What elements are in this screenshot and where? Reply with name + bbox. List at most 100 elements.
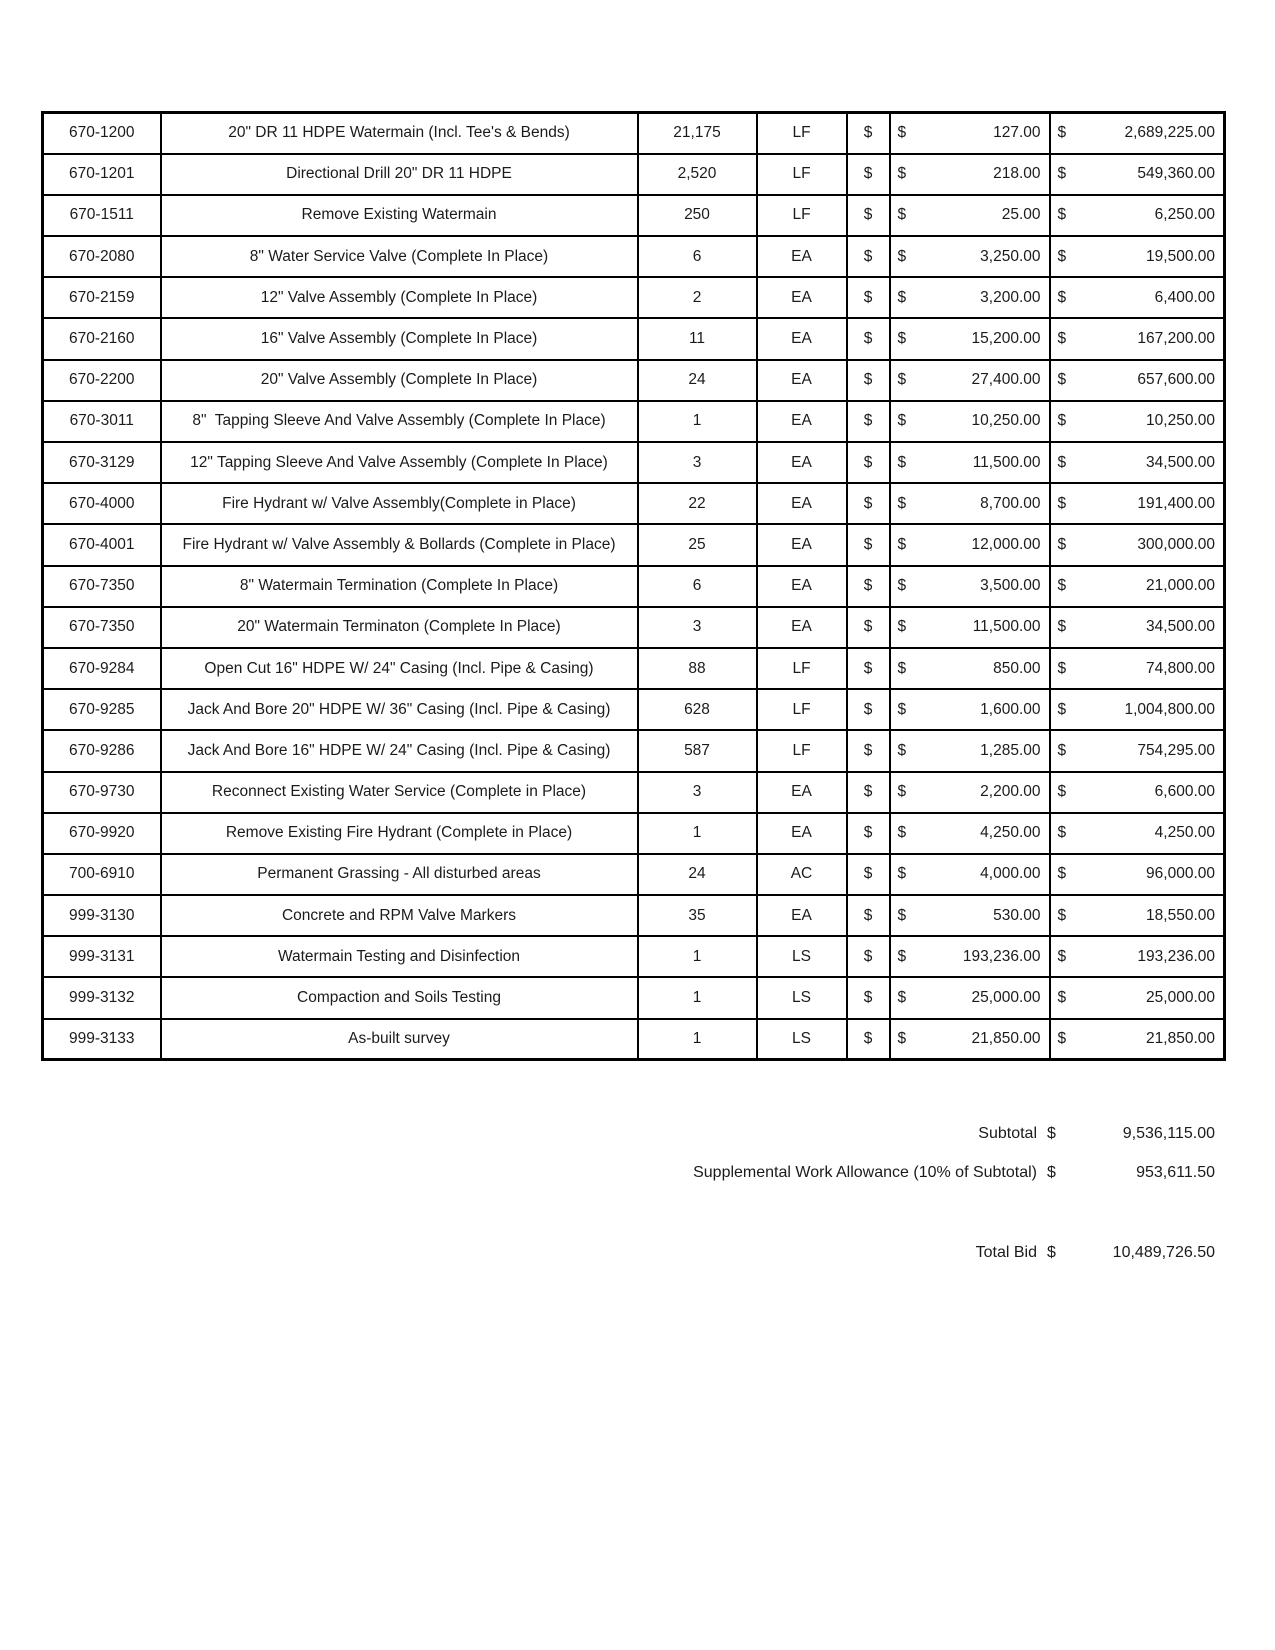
line-total-value: 4,250.00 — [1154, 824, 1215, 842]
unit-price-cell: $ 193,236.00 — [888, 935, 1051, 979]
unit-price-cell: $ 4,000.00 — [888, 852, 1051, 897]
dollar-sign: $ — [897, 783, 907, 801]
item-code-cell: 670-2080 — [41, 235, 162, 279]
item-code-cell: 670-9285 — [41, 688, 162, 732]
bid-table-row: 670-2159 12" Valve Assembly (Complete In… — [41, 276, 1226, 320]
unit-price-value: 10,250.00 — [971, 412, 1041, 430]
bid-table-row: 670-2200 20" Valve Assembly (Complete In… — [41, 358, 1226, 402]
line-total-cell: $ 2,689,225.00 — [1048, 111, 1226, 155]
item-code-cell: 670-9284 — [41, 646, 162, 691]
supplemental-allowance-label: Supplemental Work Allowance (10% of Subt… — [693, 1164, 1037, 1181]
unit-price-cell: $ 25.00 — [888, 193, 1051, 238]
item-code-cell: 670-3129 — [41, 440, 162, 485]
bid-table-row: 670-9920 Remove Existing Fire Hydrant (C… — [41, 811, 1226, 855]
item-code-cell: 670-7350 — [41, 605, 162, 649]
currency-only-cell: $ — [845, 564, 891, 608]
item-quantity-cell: 22 — [636, 482, 758, 526]
item-description-cell: Permanent Grassing - All disturbed areas — [159, 852, 639, 897]
subtotal-line: Subtotal $ 9,536,115.00 — [978, 1121, 1215, 1147]
item-quantity-cell: 587 — [636, 729, 758, 773]
subtotal-label: Subtotal — [978, 1125, 1037, 1142]
bid-table-row: 999-3131 Watermain Testing and Disinfect… — [41, 935, 1226, 979]
item-unit-cell: LF — [755, 688, 848, 732]
item-unit-cell: LF — [755, 193, 848, 238]
bid-table-row: 670-4000 Fire Hydrant w/ Valve Assembly(… — [41, 482, 1226, 526]
bid-table-row: 700-6910 Permanent Grassing - All distur… — [41, 852, 1226, 897]
supplemental-allowance-line: Supplemental Work Allowance (10% of Subt… — [693, 1160, 1215, 1186]
line-total-cell: $ 18,550.00 — [1048, 894, 1226, 938]
item-unit-cell: EA — [755, 399, 848, 444]
item-description-cell: 12" Tapping Sleeve And Valve Assembly (C… — [159, 440, 639, 485]
dollar-sign: $ — [1047, 1244, 1056, 1261]
currency-only-cell: $ — [845, 399, 891, 444]
line-total-value: 10,250.00 — [1146, 412, 1215, 430]
unit-price-cell: $ 1,600.00 — [888, 688, 1051, 732]
line-total-cell: $ 6,400.00 — [1048, 276, 1226, 320]
unit-price-cell: $ 10,250.00 — [888, 399, 1051, 444]
item-quantity-cell: 2,520 — [636, 152, 758, 196]
dollar-sign: $ — [1057, 494, 1067, 512]
dollar-sign: $ — [1057, 288, 1067, 306]
item-unit-cell: AC — [755, 852, 848, 897]
line-total-cell: $ 754,295.00 — [1048, 729, 1226, 773]
bid-table-row: 670-1201 Directional Drill 20" DR 11 HDP… — [41, 152, 1226, 196]
dollar-sign: $ — [1057, 124, 1067, 142]
currency-only-cell: $ — [845, 358, 891, 402]
dollar-sign: $ — [1057, 824, 1067, 842]
line-total-cell: $ 657,600.00 — [1048, 358, 1226, 402]
item-code-cell: 670-9920 — [41, 811, 162, 855]
currency-only-cell: $ — [845, 523, 891, 567]
item-code-cell: 670-2200 — [41, 358, 162, 402]
unit-price-value: 27,400.00 — [971, 371, 1041, 389]
line-total-cell: $ 191,400.00 — [1048, 482, 1226, 526]
bid-table-row: 670-9285 Jack And Bore 20" HDPE W/ 36" C… — [41, 688, 1226, 732]
currency-only-cell: $ — [845, 894, 891, 938]
currency-only-cell: $ — [845, 111, 891, 155]
currency-only-cell: $ — [845, 811, 891, 855]
currency-only-cell: $ — [845, 605, 891, 649]
dollar-sign: $ — [1057, 206, 1067, 224]
unit-price-value: 15,200.00 — [971, 330, 1041, 348]
item-unit-cell: EA — [755, 276, 848, 320]
item-description-cell: 12" Valve Assembly (Complete In Place) — [159, 276, 639, 320]
dollar-sign: $ — [1057, 577, 1067, 595]
item-unit-cell: EA — [755, 523, 848, 567]
line-total-value: 657,600.00 — [1137, 371, 1215, 389]
dollar-sign: $ — [897, 371, 907, 389]
dollar-sign: $ — [1057, 330, 1067, 348]
dollar-sign: $ — [897, 330, 907, 348]
item-quantity-cell: 250 — [636, 193, 758, 238]
unit-price-cell: $ 11,500.00 — [888, 605, 1051, 649]
unit-price-cell: $ 25,000.00 — [888, 976, 1051, 1020]
dollar-sign: $ — [897, 659, 907, 677]
unit-price-cell: $ 2,200.00 — [888, 770, 1051, 814]
item-quantity-cell: 1 — [636, 399, 758, 444]
dollar-sign: $ — [897, 865, 907, 883]
bid-table-row: 670-7350 20" Watermain Terminaton (Compl… — [41, 605, 1226, 649]
currency-only-cell: $ — [845, 482, 891, 526]
line-total-value: 6,600.00 — [1154, 783, 1215, 801]
item-description-cell: Jack And Bore 16" HDPE W/ 24" Casing (In… — [159, 729, 639, 773]
supplemental-allowance-money: $ 953,611.50 — [1047, 1160, 1215, 1186]
currency-only-cell: $ — [845, 729, 891, 773]
item-description-cell: Directional Drill 20" DR 11 HDPE — [159, 152, 639, 196]
supplemental-allowance-value: 953,611.50 — [1136, 1164, 1215, 1181]
unit-price-cell: $ 218.00 — [888, 152, 1051, 196]
dollar-sign: $ — [1057, 906, 1067, 924]
dollar-sign: $ — [897, 288, 907, 306]
line-total-value: 34,500.00 — [1146, 453, 1215, 471]
dollar-sign: $ — [1057, 453, 1067, 471]
unit-price-value: 11,500.00 — [972, 618, 1041, 636]
item-description-cell: Concrete and RPM Valve Markers — [159, 894, 639, 938]
unit-price-cell: $ 21,850.00 — [888, 1017, 1051, 1061]
unit-price-cell: $ 530.00 — [888, 894, 1051, 938]
item-quantity-cell: 25 — [636, 523, 758, 567]
dollar-sign: $ — [1057, 947, 1067, 965]
item-description-cell: 16" Valve Assembly (Complete In Place) — [159, 317, 639, 361]
dollar-sign: $ — [1057, 412, 1067, 430]
line-total-cell: $ 21,000.00 — [1048, 564, 1226, 608]
dollar-sign: $ — [1057, 865, 1067, 883]
unit-price-value: 25.00 — [1001, 206, 1041, 224]
item-quantity-cell: 11 — [636, 317, 758, 361]
unit-price-cell: $ 11,500.00 — [888, 440, 1051, 485]
